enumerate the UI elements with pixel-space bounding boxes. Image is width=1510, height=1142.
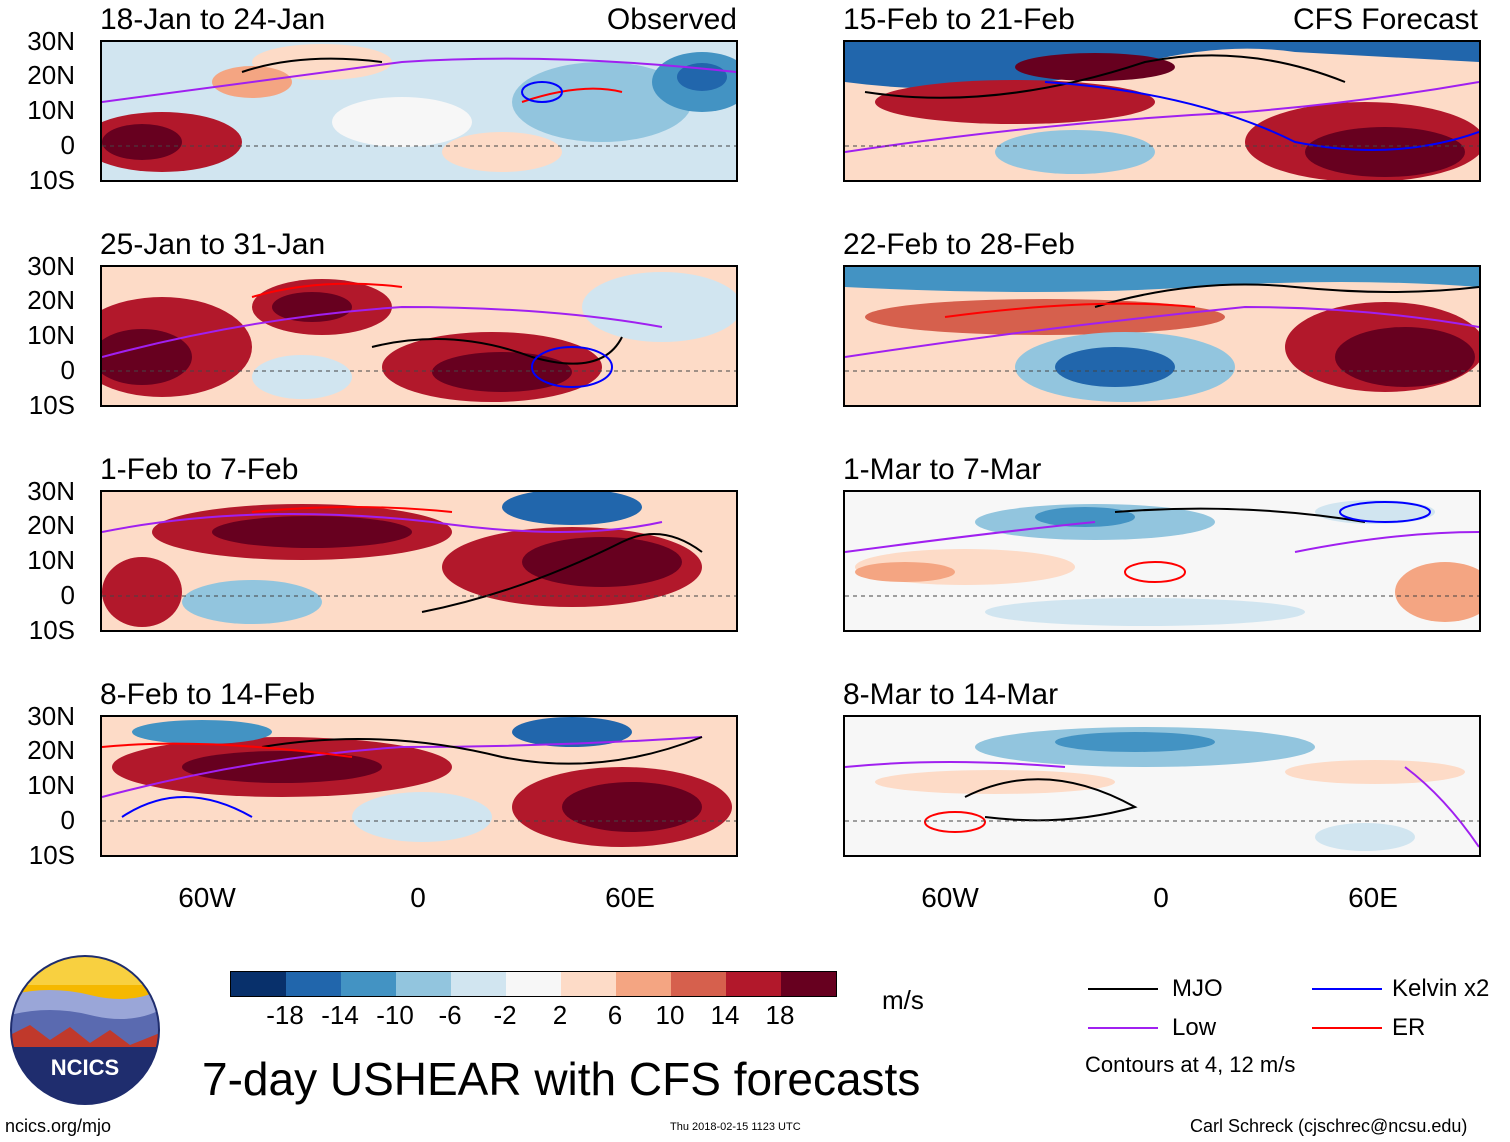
lon-label: 60W: [178, 882, 236, 913]
colorbar-segment: [726, 972, 781, 996]
panel-title: 8-Mar to 14-Mar: [843, 678, 1059, 711]
colorbar-tick: -18: [266, 1000, 304, 1030]
panel-title: 1-Mar to 7-Mar: [843, 453, 1042, 486]
lat-label: 10S: [28, 615, 75, 645]
colorbar-segment: [506, 972, 561, 996]
lat-label: 30N: [27, 251, 75, 281]
map-plot: [100, 490, 738, 632]
panel-tag-observed: Observed: [606, 3, 737, 36]
legend-label-kelvin: Kelvin x2: [1392, 975, 1490, 1002]
main-title: 7-day USHEAR with CFS forecasts: [202, 1053, 921, 1105]
lat-label: 10N: [27, 320, 75, 350]
map-plot: [100, 265, 738, 407]
colorbar-tick: -10: [376, 1000, 414, 1030]
lat-label: 20N: [27, 735, 75, 765]
lat-label: 0: [60, 355, 75, 385]
lat-label: 20N: [27, 285, 75, 315]
colorbar-unit: m/s: [882, 985, 924, 1015]
panel-title: 8-Feb to 14-Feb: [100, 678, 316, 711]
legend-swatch-kelvin: [1312, 988, 1382, 990]
lon-label: 60E: [1348, 882, 1398, 913]
lon-label: 0: [1153, 882, 1169, 913]
website-link[interactable]: ncics.org/mjo: [5, 1116, 112, 1136]
lon-label: 60E: [605, 882, 655, 913]
lat-label: 10N: [27, 95, 75, 125]
colorbar-segment: [286, 972, 341, 996]
lat-label: 30N: [27, 26, 75, 56]
colorbar-tick: 6: [607, 1000, 623, 1030]
colorbar-segment: [396, 972, 451, 996]
legend-label-mjo: MJO: [1172, 975, 1223, 1002]
colorbar-segment: [451, 972, 506, 996]
colorbar-segment: [671, 972, 726, 996]
legend-label-er: ER: [1392, 1014, 1426, 1041]
colorbar-segment: [231, 972, 286, 996]
colorbar: [230, 971, 837, 997]
legend-swatch-er: [1312, 1027, 1382, 1029]
colorbar-tick: -14: [321, 1000, 359, 1030]
colorbar-tick: 10: [655, 1000, 685, 1030]
lat-label: 10S: [28, 390, 75, 420]
lat-label: 30N: [27, 476, 75, 506]
colorbar-tick: -6: [438, 1000, 462, 1030]
lat-label: 10N: [27, 770, 75, 800]
map-plot: [100, 715, 738, 857]
credit: Carl Schreck (cjschrec@ncsu.edu): [1190, 1116, 1468, 1136]
timestamp: Thu 2018-02-15 1123 UTC: [670, 1121, 801, 1133]
lat-label: 0: [60, 805, 75, 835]
lat-label: 10S: [28, 840, 75, 870]
lat-label: 10S: [28, 165, 75, 195]
lat-label: 0: [60, 580, 75, 610]
map-plot: [843, 715, 1481, 857]
legend-label-low: Low: [1172, 1014, 1217, 1041]
lon-label: 0: [410, 882, 426, 913]
lon-label: 60W: [921, 882, 979, 913]
panel-tag-forecast: CFS Forecast: [1292, 3, 1478, 36]
ncics-logo: NCICS: [10, 955, 160, 1105]
panel-title: 22-Feb to 28-Feb: [843, 228, 1075, 261]
panel-title: 15-Feb to 21-Feb: [843, 3, 1075, 36]
lat-label: 0: [60, 130, 75, 160]
colorbar-segment: [781, 972, 836, 996]
colorbar-tick: 18: [765, 1000, 795, 1030]
legend-swatch-mjo: [1088, 988, 1158, 990]
lat-label: 10N: [27, 545, 75, 575]
lat-label: 20N: [27, 510, 75, 540]
panel-title: 18-Jan to 24-Jan: [100, 3, 326, 36]
colorbar-segment: [341, 972, 396, 996]
colorbar-segment: [561, 972, 616, 996]
lat-label: 30N: [27, 701, 75, 731]
map-plot: [843, 490, 1481, 632]
legend-swatch-low: [1088, 1027, 1158, 1029]
colorbar-segment: [616, 972, 671, 996]
colorbar-tick: 2: [552, 1000, 568, 1030]
contours-note: Contours at 4, 12 m/s: [1085, 1052, 1296, 1077]
colorbar-tick: 14: [710, 1000, 740, 1030]
panel-title: 1-Feb to 7-Feb: [100, 453, 299, 486]
map-plot: [843, 40, 1481, 182]
map-plot: [843, 265, 1481, 407]
colorbar-tick: -2: [493, 1000, 517, 1030]
logo-text: NCICS: [51, 1055, 119, 1080]
map-plot: [100, 40, 738, 182]
lat-label: 20N: [27, 60, 75, 90]
panel-title: 25-Jan to 31-Jan: [100, 228, 326, 261]
